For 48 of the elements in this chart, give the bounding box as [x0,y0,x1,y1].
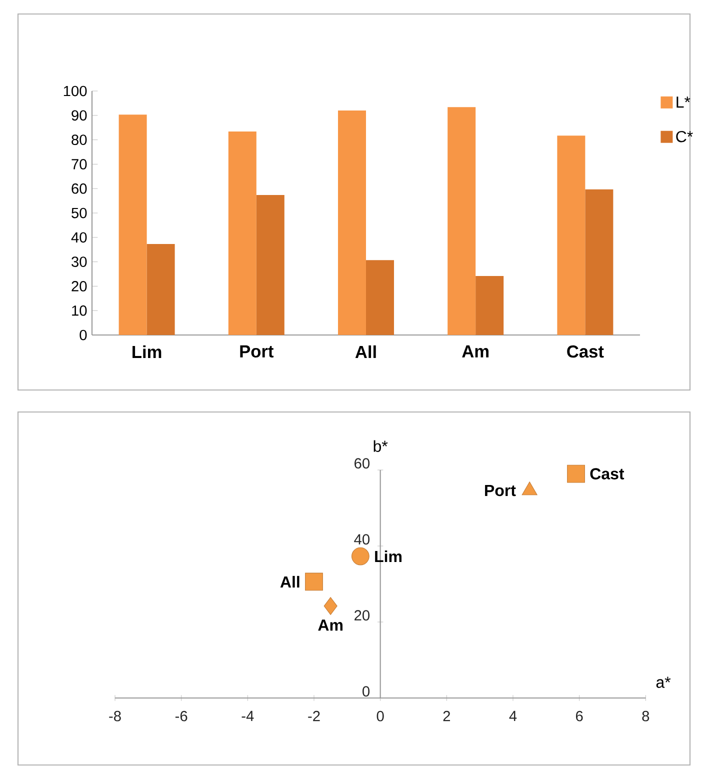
series-label: All [280,576,300,588]
y-tick-label: 90 [72,110,87,121]
y-tick-label: 20 [354,610,370,621]
x-tick-label: Port [240,345,274,358]
y-tick-label: 0 [362,686,370,697]
y-tick-label: 20 [72,281,87,292]
x-tick-label: Am [462,345,488,358]
bar [228,132,256,335]
y-axis-title: b* [374,440,388,452]
x-tick-label: 4 [509,710,517,721]
bar [476,276,504,335]
x-tick-label: All [355,345,376,358]
legend-label: L* [676,96,690,108]
bar [146,244,175,335]
bar [366,260,394,335]
bar [256,194,284,335]
series-label: Cast [590,468,624,480]
x-tick-label: Cast [567,345,604,358]
bar [338,110,366,335]
legend-label: C* [676,130,693,142]
x-tick-label: -4 [242,710,254,721]
y-tick-label: 70 [72,159,87,170]
y-tick-label: 80 [72,134,87,145]
y-tick-label: 50 [72,208,87,218]
bar [448,107,476,335]
x-tick-label: -8 [109,710,121,722]
x-axis-title: a* [656,676,671,688]
x-tick-label: -6 [175,710,188,722]
y-tick-label: 0 [80,330,87,340]
y-tick-label: 40 [354,534,370,545]
y-tick-label: 10 [72,305,87,316]
x-tick-label: -2 [308,710,320,722]
x-tick-label: Lim [132,345,162,358]
series-label: Am [318,620,342,631]
y-tick-label: 60 [354,458,370,469]
x-tick-label: 8 [642,710,650,722]
x-tick-label: 6 [576,710,583,722]
y-tick-label: 100 [64,86,87,96]
x-tick-label: 0 [376,710,384,722]
y-tick-label: 60 [72,183,87,194]
x-tick-label: 2 [443,710,450,722]
bar [585,189,614,335]
y-tick-label: 30 [72,256,87,267]
bar [557,136,586,335]
y-tick-label: 40 [71,232,87,243]
series-label: Port [485,484,516,496]
series-label: Lim [375,550,402,562]
bar [118,114,147,335]
